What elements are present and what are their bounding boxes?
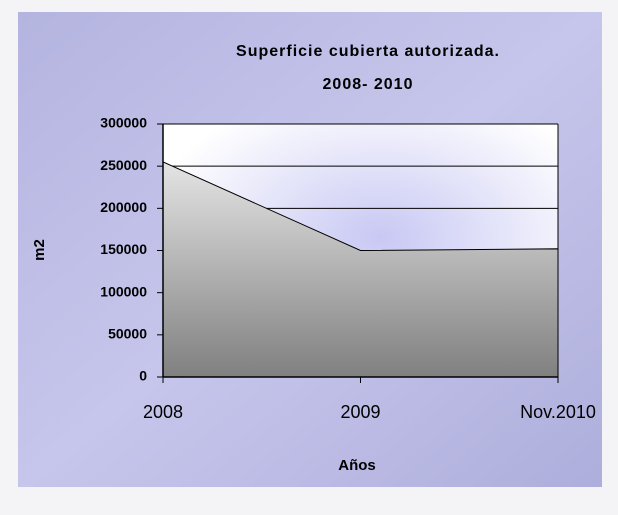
- y-tick-label: 50000: [108, 326, 147, 342]
- y-tick-label: 250000: [100, 157, 147, 173]
- x-tick-label: 2009: [340, 402, 380, 422]
- y-tick-label: 150000: [100, 241, 147, 257]
- y-tick-label: 200000: [100, 199, 147, 215]
- x-tick-label: Nov.2010: [520, 402, 596, 422]
- x-axis-label: Años: [338, 457, 376, 474]
- chart-title: 2008- 2010: [323, 76, 414, 93]
- y-axis-label: m2: [31, 239, 48, 261]
- y-tick-label: 300000: [100, 115, 147, 131]
- y-tick-label: 100000: [100, 283, 147, 299]
- y-tick-label: 0: [139, 368, 147, 384]
- chart-title: Superficie cubierta autorizada.: [236, 43, 500, 60]
- x-tick-label: 2008: [143, 402, 183, 422]
